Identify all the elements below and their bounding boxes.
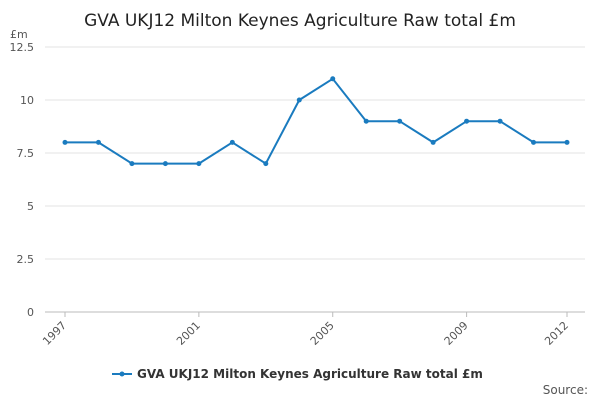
point [397,118,403,124]
y-tick-label: 10 [20,94,34,107]
point [330,76,336,82]
point [162,161,168,167]
point [229,139,235,145]
point [531,139,537,145]
y-tick-label: 2.5 [17,253,35,266]
legend-label: GVA UKJ12 Milton Keynes Agriculture Raw … [137,367,483,381]
point [263,161,269,167]
x-tick-label: 1997 [40,319,69,348]
point [497,118,503,124]
x-tick-label: 2012 [542,319,571,348]
point [430,139,436,145]
chart-title: GVA UKJ12 Milton Keynes Agriculture Raw … [84,11,516,31]
y-tick-label: 0 [27,306,34,319]
y-tick-label: 7.5 [17,147,35,160]
x-tick-label: 2009 [442,319,471,348]
point [95,139,101,145]
point [196,161,202,167]
point [129,161,135,167]
point [296,97,302,103]
y-tick-label: 5 [27,200,34,213]
y-axis-label: £m [10,28,28,41]
legend-marker [119,371,125,377]
point [464,118,470,124]
x-tick-label: 2005 [308,319,337,348]
x-tick-label: 2001 [174,319,203,348]
point [564,139,570,145]
series-line [65,77,567,166]
source: Source: [543,383,588,397]
point [363,118,369,124]
point [62,139,68,145]
y-tick-label: 12.5 [10,41,35,54]
